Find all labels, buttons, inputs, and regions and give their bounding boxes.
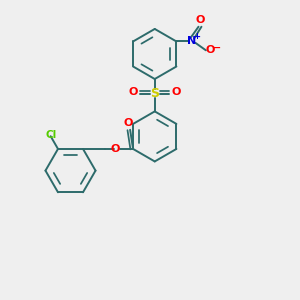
Text: N: N <box>187 37 196 46</box>
Text: O: O <box>172 87 181 97</box>
Text: O: O <box>128 87 138 97</box>
Text: S: S <box>150 87 159 100</box>
Text: O: O <box>124 118 133 128</box>
Text: +: + <box>193 32 200 41</box>
Text: −: − <box>213 42 221 52</box>
Text: Cl: Cl <box>45 130 56 140</box>
Text: O: O <box>111 144 120 154</box>
Text: O: O <box>206 45 215 55</box>
Text: O: O <box>195 15 205 25</box>
